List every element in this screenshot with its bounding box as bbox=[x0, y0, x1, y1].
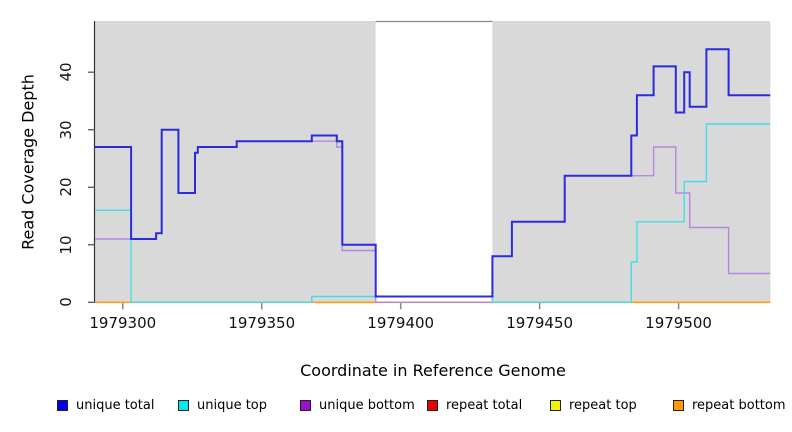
legend-swatch-icon bbox=[178, 399, 189, 411]
legend-swatch-icon bbox=[550, 399, 561, 411]
legend-item-repeat-bottom: repeat bottom bbox=[673, 397, 786, 413]
legend-swatch-icon bbox=[673, 399, 684, 411]
legend-label: repeat total bbox=[446, 397, 523, 413]
legend-label: repeat top bbox=[569, 397, 637, 413]
y-axis-title: Read Coverage Depth bbox=[18, 74, 38, 250]
x-tick-label: 1979450 bbox=[506, 314, 574, 332]
legend-label: unique total bbox=[76, 397, 155, 413]
y-tick-label: 20 bbox=[57, 177, 75, 197]
y-tick-label: 30 bbox=[57, 120, 75, 140]
legend-item-unique-total: unique total bbox=[57, 397, 154, 413]
x-axis-title: Coordinate in Reference Genome bbox=[300, 361, 566, 380]
y-tick-label: 10 bbox=[57, 235, 75, 255]
y-tick-label: 0 bbox=[57, 297, 75, 308]
y-tick-label: 40 bbox=[57, 62, 75, 82]
x-tick-label: 1979400 bbox=[367, 314, 435, 332]
series-unique-top bbox=[95, 123, 771, 303]
x-tick-label: 1979350 bbox=[228, 314, 296, 332]
legend-swatch-icon bbox=[427, 399, 438, 411]
legend-item-unique-bottom: unique bottom bbox=[300, 397, 415, 413]
legend-label: unique bottom bbox=[319, 397, 415, 413]
x-tick-label: 1979500 bbox=[645, 314, 712, 332]
legend-swatch-icon bbox=[300, 399, 311, 411]
series-unique-total bbox=[95, 48, 771, 298]
x-tick-label: 1979300 bbox=[89, 314, 157, 332]
legend-item-unique-top: unique top bbox=[178, 397, 267, 413]
legend-label: unique top bbox=[197, 397, 268, 413]
legend-item-repeat-top: repeat top bbox=[550, 397, 637, 413]
legend-label: repeat bottom bbox=[692, 397, 786, 413]
legend-swatch-icon bbox=[57, 399, 68, 411]
legend-item-repeat-total: repeat total bbox=[427, 397, 522, 413]
highlight-region bbox=[375, 21, 493, 303]
